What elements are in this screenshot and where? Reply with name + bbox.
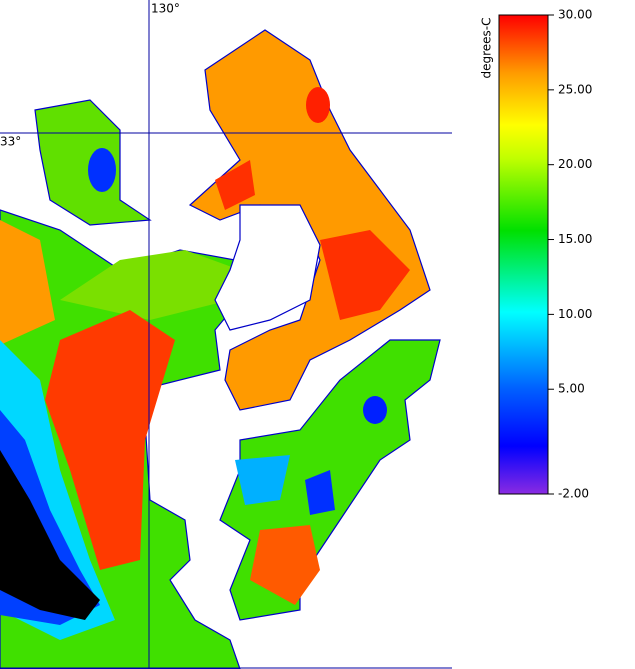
sea-warm-patch [320, 230, 410, 320]
sea-north-bay [188, 29, 431, 411]
colorbar-tick-label: 10.00 [558, 307, 592, 321]
colorbar-title: degrees-C [480, 17, 494, 78]
sea-cold-patch [363, 396, 387, 424]
colorbar-tick-label: 15.00 [558, 232, 592, 246]
sea-temperature-field [0, 29, 441, 669]
colorbar-tick-label: 5.00 [558, 382, 585, 396]
sea-cool-patch [235, 455, 290, 505]
sea-warm-band [0, 220, 55, 345]
sea-cold-patch [305, 470, 335, 515]
sea-warm-patch [306, 87, 330, 123]
sea-upper-green [60, 250, 240, 320]
colorbar-ramp [498, 14, 549, 495]
sea-cold-patch [88, 148, 116, 192]
latitude-label: 33° [0, 135, 21, 149]
colorbar-tick-label: 30.00 [558, 8, 592, 22]
sea-warm-patch [215, 160, 255, 210]
sea-red-band [45, 310, 175, 570]
colorbar-tick-label: -2.00 [558, 487, 589, 501]
sea-warm-cross [250, 525, 320, 605]
colorbar-tick-label: 20.00 [558, 157, 592, 171]
colorbar: degrees-C [480, 14, 549, 495]
colorbar-tick-label: 25.00 [558, 82, 592, 96]
longitude-label: 130° [151, 2, 180, 16]
sea-cold-core [0, 450, 100, 620]
island [214, 204, 321, 331]
